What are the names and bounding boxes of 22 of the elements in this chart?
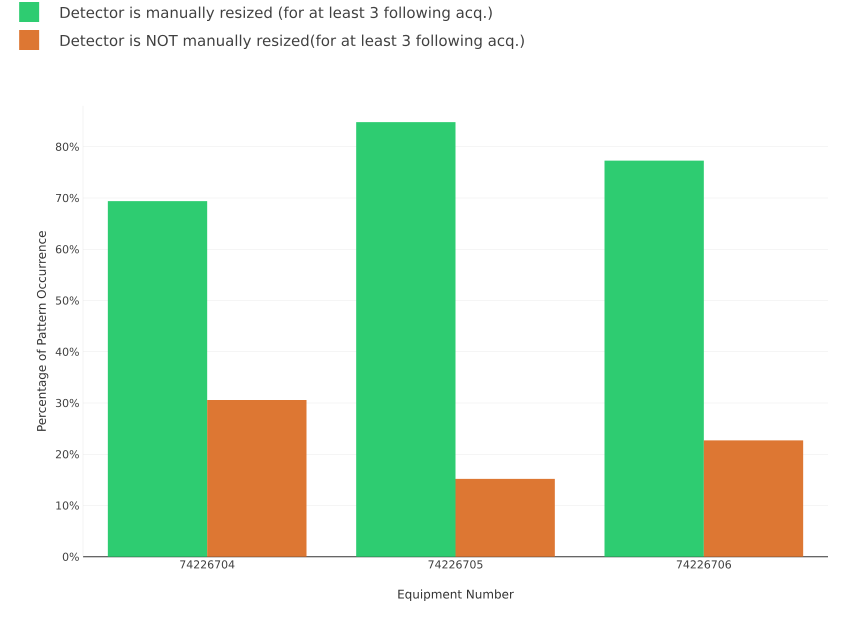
- y-tick-label: 0%: [62, 552, 79, 562]
- legend-label: Detector is manually resized (for at least 3 following acq.): [60, 6, 492, 22]
- y-axis-title: Percentage of Pattern Occurrence: [36, 231, 48, 431]
- y-tick-label: 30%: [56, 398, 79, 408]
- legend-label: Detector is NOT manually resized(for at least 3 following acq.): [60, 34, 524, 50]
- y-tick-label: 10%: [56, 501, 79, 510]
- bar: [704, 440, 804, 557]
- y-tick-label: 20%: [56, 450, 79, 459]
- bar: [207, 400, 307, 557]
- y-tick-label: 50%: [56, 296, 79, 305]
- y-tick-label: 60%: [56, 245, 79, 254]
- bar: [456, 478, 555, 557]
- y-tick-label: 40%: [56, 348, 79, 356]
- bar: [356, 122, 456, 557]
- bar: [108, 201, 208, 557]
- x-tick-label: 74226705: [428, 560, 482, 569]
- x-axis-title: Equipment Number: [398, 590, 514, 602]
- x-tick-label: 74226704: [180, 560, 234, 569]
- y-tick-label: 80%: [56, 142, 79, 152]
- y-tick-label: 70%: [56, 194, 79, 202]
- bar: [604, 160, 704, 557]
- x-tick-label: 74226706: [676, 560, 732, 569]
